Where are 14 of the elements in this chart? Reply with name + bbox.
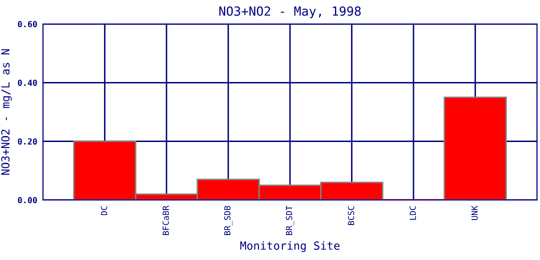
x-tick-label: LDC <box>410 206 416 220</box>
chart-title: NO3+NO2 - May, 1998 <box>219 6 361 18</box>
x-tick-label: BFCaBR <box>162 206 169 235</box>
y-tick-label: 0.40 <box>18 80 37 86</box>
x-axis-title: Monitoring Site <box>240 241 340 252</box>
y-tick-label: 0.60 <box>18 20 37 28</box>
y-axis-title: NO3+NO2 - mg/L as N <box>1 49 12 175</box>
y-tick-label: 0.00 <box>18 196 37 204</box>
y-tick-label: 0.20 <box>18 138 37 145</box>
x-tick-label: DC <box>100 206 108 216</box>
x-tick-label: UNK <box>471 206 478 220</box>
x-tick-label: BR_SDT <box>286 206 294 235</box>
x-tick-label: BR_SDB <box>224 206 232 235</box>
x-tick-label: BCSC <box>348 206 354 225</box>
